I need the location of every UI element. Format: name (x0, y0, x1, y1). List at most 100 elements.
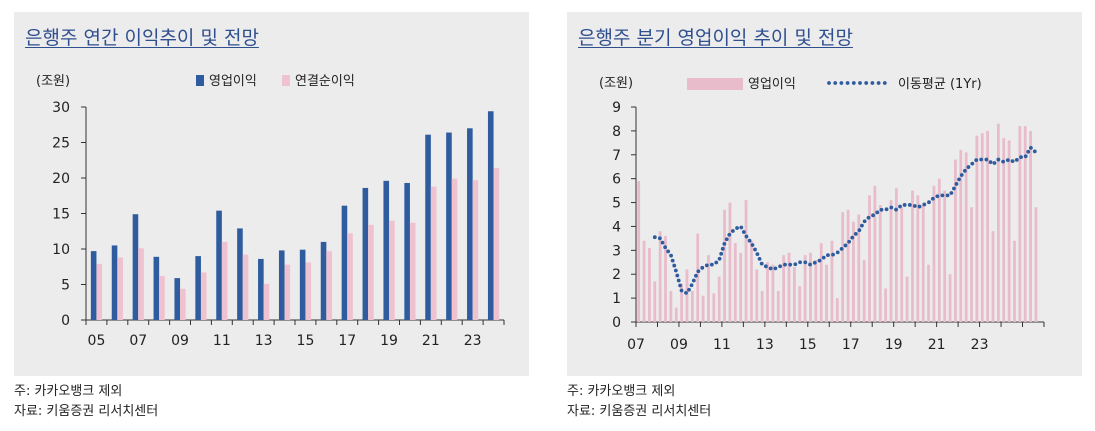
x-tick-label: 19 (380, 333, 398, 349)
bar-operating-profit (362, 187, 369, 320)
bar-quarterly-profit (948, 274, 952, 322)
bar-quarterly-profit (905, 276, 909, 322)
bar-operating-profit (132, 214, 139, 320)
legend-dot (833, 81, 838, 85)
legend-label: 이동평균 (1Yr) (898, 77, 982, 92)
bar-quarterly-profit (964, 152, 968, 322)
moving-average-dot (753, 247, 757, 252)
legend-dot (876, 81, 881, 85)
moving-average-dot (843, 243, 848, 248)
y-tick-label: 2 (612, 267, 621, 283)
legend-label: 연결순이익 (295, 74, 355, 89)
moving-average-dot (679, 288, 684, 293)
moving-average-dot (857, 228, 862, 233)
bar-operating-profit (258, 258, 264, 320)
bar-quarterly-profit (841, 212, 845, 322)
bar-quarterly-profit (653, 281, 657, 322)
bar-net-income (221, 241, 228, 320)
moving-average-dot (831, 252, 835, 257)
x-tick-label: 07 (627, 337, 645, 353)
bar-net-income (347, 233, 353, 320)
moving-average-dot (672, 263, 677, 268)
bar-net-income (493, 168, 500, 320)
bar-quarterly-profit (782, 255, 786, 322)
moving-average-dot (722, 241, 727, 246)
y-tick-label: 30 (52, 100, 70, 116)
moving-average-dot (687, 287, 691, 292)
annual-chart-title: 은행주 연간 이익추이 및 전망 (25, 27, 259, 49)
bar-net-income (284, 264, 291, 320)
bar-quarterly-profit (900, 207, 904, 322)
bar-quarterly-profit (803, 255, 807, 322)
moving-average-dot (853, 231, 858, 236)
bar-quarterly-profit (937, 178, 941, 322)
y-tick-label: 1 (612, 291, 621, 307)
annual-chart-panel: 은행주 연간 이익추이 및 전망 (조원) 영업이익 연결순이익 0 5 10 15 20 25… (14, 12, 529, 376)
bar-operating-profit (278, 250, 285, 320)
moving-average-dot (714, 260, 719, 265)
bar-quarterly-profit (658, 231, 662, 322)
x-tick-label: 23 (464, 333, 482, 349)
y-tick-label: 5 (612, 196, 621, 212)
moving-average-dot (719, 251, 724, 256)
moving-average-dot (720, 246, 725, 251)
moving-average-dot (817, 258, 822, 263)
moving-average-dot (694, 273, 698, 278)
moving-average-dot (689, 283, 694, 288)
moving-average-dot (984, 157, 989, 162)
x-tick-label: 13 (756, 337, 774, 353)
bar-quarterly-profit (916, 195, 920, 322)
bar-net-income (138, 248, 144, 320)
moving-average-dot (724, 237, 729, 242)
bar-quarterly-profit (825, 264, 828, 322)
legend-dot (851, 81, 856, 85)
moving-average-dot (652, 235, 657, 240)
moving-average-dot (1032, 149, 1037, 154)
y-tick-label: 4 (612, 219, 621, 235)
bar-quarterly-profit (857, 214, 861, 322)
bar-operating-profit (299, 249, 306, 320)
moving-average-dot (669, 253, 673, 258)
x-tick-label: 05 (88, 333, 106, 349)
bar-quarterly-profit (1007, 140, 1011, 322)
legend-label: 영업이익 (209, 74, 257, 89)
legend-swatch-bars (687, 78, 743, 90)
moving-average-dot (727, 232, 732, 237)
bar-quarterly-profit (932, 185, 936, 322)
moving-average-dot (657, 236, 662, 241)
bar-quarterly-profit (707, 255, 710, 322)
moving-average-dot (778, 264, 783, 269)
moving-average-dot (935, 194, 940, 199)
bar-operating-profit (446, 132, 452, 320)
y-tick-label: 15 (52, 207, 70, 223)
bar-quarterly-profit (787, 252, 791, 322)
left-source: 자료: 키움증권 리서치센터 (14, 404, 159, 419)
moving-average-dot (866, 215, 871, 220)
bar-quarterly-profit (846, 209, 850, 322)
bar-net-income (368, 224, 374, 320)
bar-quarterly-profit (975, 135, 979, 322)
bar-quarterly-profit (739, 252, 743, 322)
bar-quarterly-profit (701, 295, 705, 322)
bar-operating-profit (467, 128, 473, 320)
bar-operating-profit (341, 205, 348, 320)
moving-average-dot (747, 238, 752, 243)
bar-operating-profit (383, 180, 390, 320)
bar-operating-profit (425, 134, 431, 320)
moving-average-dot (894, 207, 898, 212)
y-tick-label: 6 (612, 172, 621, 188)
moving-average-dot (862, 219, 867, 224)
moving-average-dot (889, 205, 894, 210)
moving-average-dot (812, 260, 817, 265)
bar-quarterly-profit (927, 264, 930, 322)
moving-average-dot (1023, 154, 1028, 159)
x-tick-label: 11 (713, 337, 731, 353)
x-tick-label: 21 (422, 333, 440, 349)
bar-quarterly-profit (991, 231, 995, 322)
moving-average-dot (759, 261, 764, 266)
moving-average-dot (755, 252, 760, 257)
legend-swatch (196, 75, 204, 86)
y-tick-label: 5 (61, 278, 70, 294)
moving-average-dot (1028, 145, 1033, 150)
